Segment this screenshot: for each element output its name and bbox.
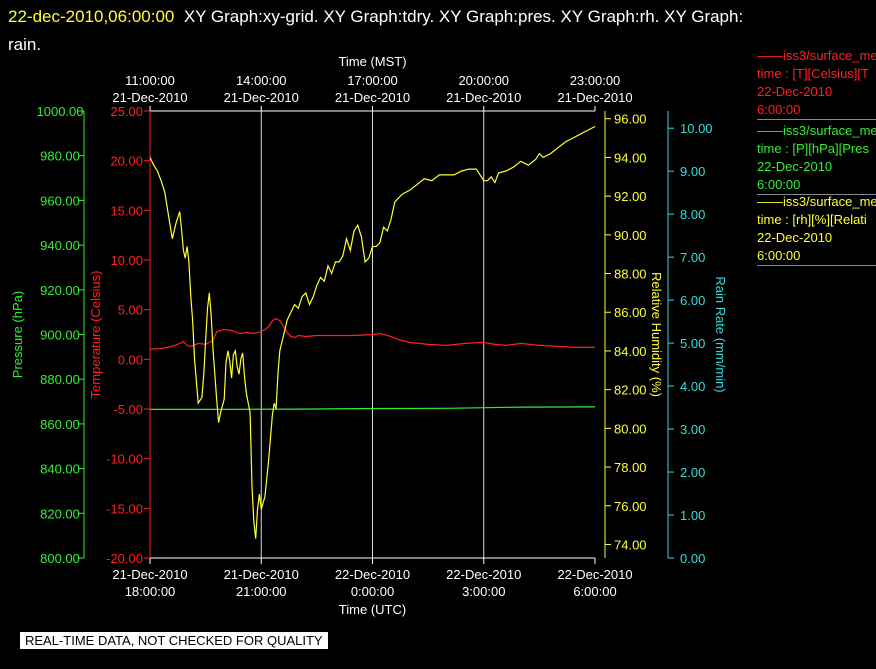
legend-date: 22-Dec-2010	[757, 159, 833, 174]
top-tick-label: 21-Dec-2010	[446, 90, 521, 105]
top-tick-label: 21-Dec-2010	[557, 90, 632, 105]
top-tick-label: 20:00:00	[458, 73, 509, 88]
rain-tick-label: 9.00	[680, 164, 705, 179]
rain-tick-label: 8.00	[680, 207, 705, 222]
tdry-tick-label: -20.00	[106, 551, 143, 566]
pres-tick-label: 1000.00	[37, 104, 84, 119]
top-tick-label: 17:00:00	[347, 73, 398, 88]
bottom-tick-label: 6:00:00	[573, 584, 616, 599]
legend-entry-pres: ——iss3/surface_me time : [P][hPa][Pres 2…	[757, 122, 876, 195]
pres-tick-label: 920.00	[40, 283, 80, 298]
legend-variable: time : [rh][%][Relati	[757, 212, 867, 227]
pres-tick-label: 800.00	[40, 551, 80, 566]
bottom-tick-label: 21-Dec-2010	[112, 567, 187, 582]
tdry-tick-label: 15.00	[110, 203, 143, 218]
top-tick-label: 11:00:00	[125, 73, 175, 88]
pres-tick-label: 840.00	[40, 462, 80, 477]
bottom-tick-label: 22-Dec-2010	[446, 567, 521, 582]
bottom-tick-label: 18:00:00	[125, 584, 176, 599]
bottom-tick-label: 21-Dec-2010	[224, 567, 299, 582]
legend-date: 22-Dec-2010	[757, 84, 833, 99]
legend-divider	[757, 265, 876, 266]
pres-series-line	[150, 406, 596, 410]
rh-tick-label: 76.00	[614, 499, 647, 514]
header-graphs-cont: rain.	[8, 35, 42, 54]
bottom-tick-label: 21:00:00	[236, 584, 287, 599]
bottom-tick-label: 0:00:00	[351, 584, 394, 599]
top-tick-label: 21-Dec-2010	[112, 90, 187, 105]
rh-tick-label: 82.00	[614, 383, 647, 398]
pres-axis-title: Pressure (hPa)	[10, 291, 25, 378]
rh-axis-title: Relative Humidity (%)	[649, 272, 664, 397]
tdry-tick-label: -15.00	[106, 501, 143, 516]
top-tick-label: 23:00:00	[570, 73, 621, 88]
rain-tick-label: 1.00	[680, 508, 705, 523]
top-tick-label: 21-Dec-2010	[335, 90, 410, 105]
legend-divider	[757, 119, 876, 120]
pres-tick-label: 980.00	[40, 149, 80, 164]
rh-tick-label: 74.00	[614, 537, 647, 552]
rh-tick-label: 92.00	[614, 189, 647, 204]
legend-entry-tdry: ——iss3/surface_me time : [T][Celsius][T …	[757, 47, 876, 120]
rh-tick-label: 94.00	[614, 150, 647, 165]
tdry-tick-label: 20.00	[110, 154, 143, 169]
tdry-tick-label: -5.00	[113, 402, 143, 417]
rh-tick-label: 88.00	[614, 267, 647, 282]
legend-variable: time : [P][hPa][Pres	[757, 141, 869, 156]
tdry-tick-label: 5.00	[118, 303, 143, 318]
legend-variable: time : [T][Celsius][T	[757, 66, 869, 81]
pres-tick-label: 900.00	[40, 328, 80, 343]
rain-tick-label: 10.00	[680, 121, 713, 136]
header-datetime: 22-dec-2010,06:00:00	[8, 7, 175, 26]
top-tick-label: 21-Dec-2010	[224, 90, 299, 105]
bottom-tick-label: 22-Dec-2010	[557, 567, 632, 582]
rain-tick-label: 4.00	[680, 379, 705, 394]
rain-tick-label: 2.00	[680, 465, 705, 480]
quality-notice: REAL-TIME DATA, NOT CHECKED FOR QUALITY	[20, 632, 328, 649]
header-title: 22-dec-2010,06:00:00 XY Graph:xy-grid. X…	[8, 3, 868, 59]
legend-line: ——iss3/surface_me	[757, 48, 876, 63]
rh-tick-label: 96.00	[614, 112, 647, 127]
rain-tick-label: 0.00	[680, 551, 705, 566]
rain-tick-label: 6.00	[680, 293, 705, 308]
tdry-tick-label: 25.00	[110, 104, 143, 119]
bottom-axis-title: Time (UTC)	[339, 602, 406, 617]
tdry-tick-label: 0.00	[118, 352, 143, 367]
legend-time: 6:00:00	[757, 102, 801, 117]
legend-line: ——iss3/surface_me	[757, 123, 876, 138]
bottom-tick-label: 22-Dec-2010	[335, 567, 410, 582]
legend-date: 22-Dec-2010	[757, 230, 833, 245]
pres-tick-label: 820.00	[40, 506, 80, 521]
legend-divider	[757, 194, 876, 195]
pres-tick-label: 960.00	[40, 193, 80, 208]
rh-tick-label: 86.00	[614, 305, 647, 320]
rh-tick-label: 78.00	[614, 460, 647, 475]
rain-tick-label: 3.00	[680, 422, 705, 437]
rh-tick-label: 80.00	[614, 421, 647, 436]
rh-series-line	[149, 125, 596, 539]
top-axis-title: Time (MST)	[338, 54, 406, 69]
bottom-tick-label: 3:00:00	[462, 584, 505, 599]
header-graphs: XY Graph:xy-grid. XY Graph:tdry. XY Grap…	[183, 7, 744, 26]
rh-tick-label: 84.00	[614, 344, 647, 359]
legend-time: 6:00:00	[757, 177, 801, 192]
rain-tick-label: 5.00	[680, 336, 705, 351]
pres-tick-label: 940.00	[40, 238, 80, 253]
tdry-tick-label: -10.00	[106, 452, 143, 467]
rh-tick-label: 90.00	[614, 228, 647, 243]
legend-entry-rh: ——iss3/surface_me time : [rh][%][Relati …	[757, 193, 876, 266]
legend-line: ——iss3/surface_me	[757, 194, 876, 209]
rain-axis-title: Rain Rate (mm/min)	[713, 276, 728, 392]
tdry-tick-label: 10.00	[110, 253, 143, 268]
pres-tick-label: 880.00	[40, 372, 80, 387]
pres-tick-label: 860.00	[40, 417, 80, 432]
tdry-axis-title: Temperature (Celsius)	[88, 271, 103, 399]
legend-time: 6:00:00	[757, 248, 801, 263]
top-tick-label: 14:00:00	[236, 73, 287, 88]
rain-tick-label: 7.00	[680, 250, 705, 265]
